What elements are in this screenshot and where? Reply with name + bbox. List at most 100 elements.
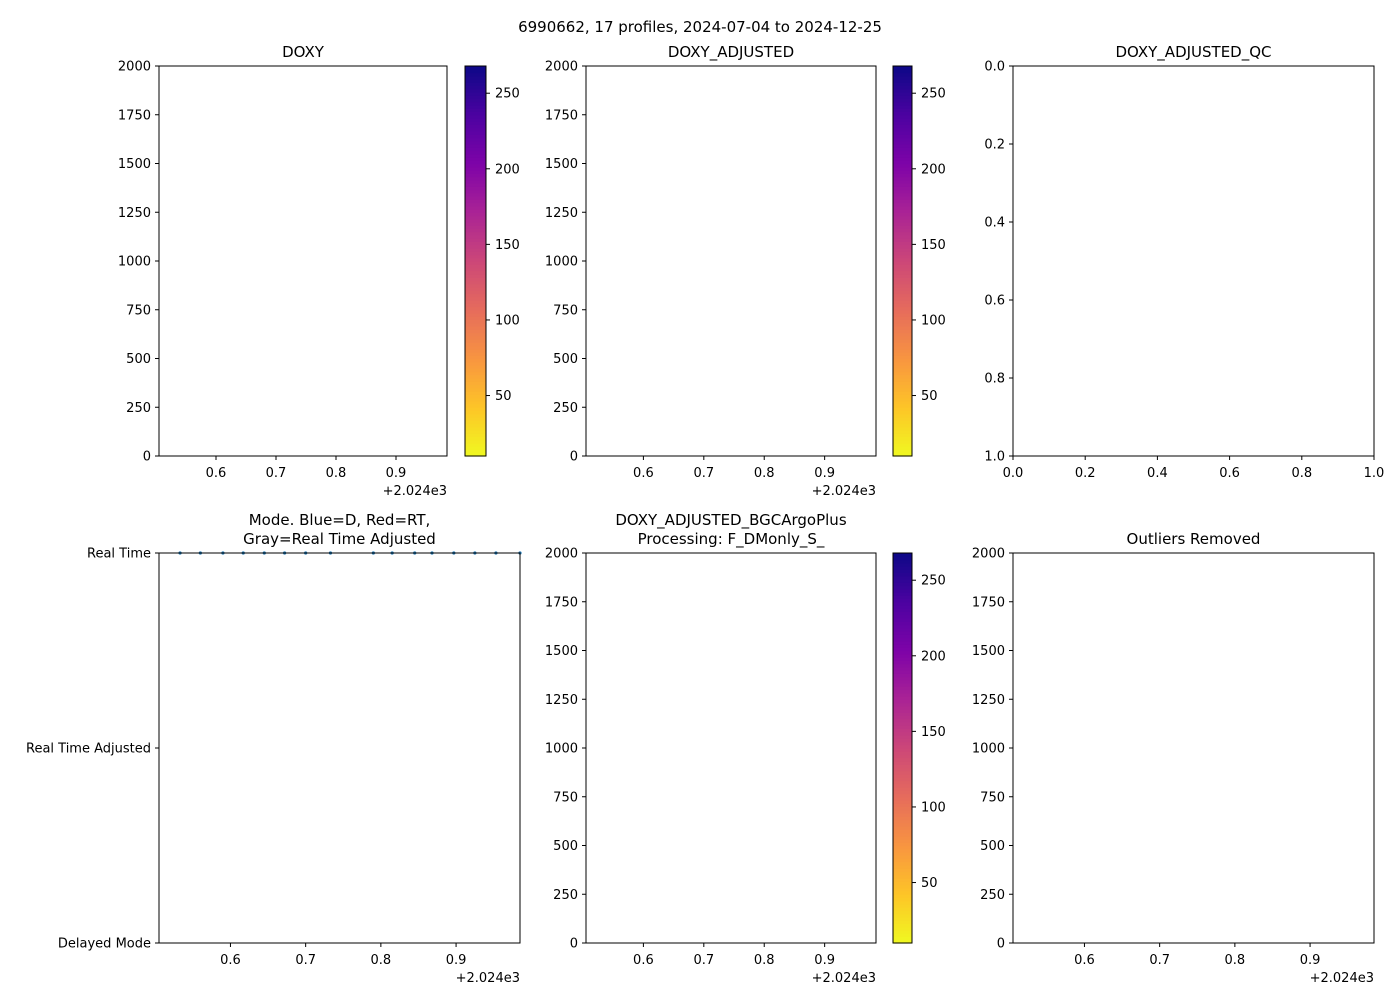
colorbar-tick-label: 250 <box>921 574 946 589</box>
x-tick-label: 0.7 <box>266 466 287 481</box>
colorbar-segment <box>893 287 912 291</box>
colorbar-segment <box>893 822 912 827</box>
y-tick-label: 1750 <box>545 108 578 123</box>
y-tick-label: 250 <box>553 888 578 903</box>
colorbar-segment <box>465 183 486 187</box>
colorbar-segment <box>893 348 912 353</box>
colorbar-segment <box>893 803 912 808</box>
colorbar-segment <box>465 241 486 246</box>
colorbar-segment <box>893 157 912 161</box>
colorbar-segment <box>893 101 912 106</box>
colorbar-segment <box>893 829 912 834</box>
colorbar-segment <box>465 192 486 197</box>
colorbar-segment <box>465 92 486 96</box>
colorbar-segment <box>893 368 912 373</box>
colorbar-segment <box>893 192 912 197</box>
colorbar-segment <box>465 404 486 408</box>
colorbar-segment <box>465 108 486 113</box>
colorbar-segment <box>893 290 912 295</box>
x-tick-label: 0.7 <box>295 953 316 968</box>
y-tick-label: 1000 <box>545 742 578 757</box>
colorbar-segment <box>893 374 912 379</box>
colorbar-segment <box>893 358 912 363</box>
colorbar-segment <box>893 105 912 109</box>
colorbar-segment <box>893 339 912 343</box>
colorbar: 50 100 150 200 250 <box>464 65 520 457</box>
colorbar-segment <box>893 579 912 583</box>
colorbar-segment <box>893 705 912 710</box>
colorbar-segment <box>893 225 912 230</box>
y-tick-label: Real Time Adjusted <box>26 742 151 757</box>
y-tick-label: 1.0 <box>984 450 1005 465</box>
colorbar-segment <box>893 345 912 350</box>
colorbar-segment <box>893 663 912 668</box>
colorbar-segment <box>465 300 486 304</box>
colorbar-segment <box>893 861 912 866</box>
colorbar-segment <box>893 82 912 87</box>
colorbar-segment <box>893 631 912 635</box>
y-tick-label: 0.4 <box>984 216 1005 231</box>
colorbar-segment <box>465 238 486 243</box>
colorbar-segment <box>465 189 486 194</box>
colorbar-segment <box>893 124 912 129</box>
colorbar-segment <box>893 439 912 444</box>
panel-outliers: 0.6 0.7 0.8 0.9 +2.024e3 0 250 500 750 1000 1250 15… <box>972 530 1375 986</box>
y-tick-label: 0 <box>570 937 578 952</box>
colorbar-segment <box>465 326 486 330</box>
colorbar-segment <box>465 433 486 438</box>
colorbar-segment <box>893 767 912 772</box>
colorbar-segment <box>893 920 912 925</box>
colorbar-segment <box>893 218 912 223</box>
colorbar-segment <box>893 426 912 431</box>
colorbar-segment <box>893 575 912 580</box>
colorbar-segment <box>893 361 912 366</box>
colorbar-segment <box>465 293 486 298</box>
y-tick-label: 0.8 <box>984 372 1005 387</box>
colorbar-segment <box>465 423 486 428</box>
colorbar-segment <box>893 140 912 145</box>
panel-doxy_adjusted_qc: 0.0 0.2 0.4 0.6 0.8 1.00.00.20.40.60.81.0DOXY… <box>984 43 1384 481</box>
y-tick-label: 0.6 <box>984 294 1005 309</box>
y-tick-label: 1750 <box>545 595 578 610</box>
colorbar-segment <box>465 160 486 165</box>
colorbar-segment <box>465 365 486 369</box>
colorbar-segment <box>893 644 912 648</box>
y-tick-label: 1250 <box>545 693 578 708</box>
x-tick-label: 0.6 <box>633 466 654 481</box>
colorbar-segment <box>893 430 912 434</box>
x-tick-label: 0.8 <box>326 466 347 481</box>
colorbar-segment <box>465 296 486 301</box>
colorbar-segment <box>465 85 486 90</box>
colorbar-segment <box>893 316 912 321</box>
colorbar-segment <box>465 179 486 184</box>
x-offset-label: +2.024e3 <box>812 484 876 499</box>
colorbar-segment <box>465 342 486 347</box>
colorbar-segment <box>893 251 912 256</box>
y-tick-label: 500 <box>553 839 578 854</box>
y-tick-label: 250 <box>553 401 578 416</box>
y-tick-label: 2000 <box>545 60 578 75</box>
colorbar-segment <box>465 199 486 204</box>
colorbar-segment <box>465 79 486 83</box>
colorbar-segment <box>893 397 912 402</box>
colorbar-segment <box>893 650 912 655</box>
colorbar-segment <box>893 127 912 132</box>
colorbar-segment <box>893 179 912 184</box>
colorbar-segment <box>465 358 486 363</box>
colorbar-segment <box>893 634 912 639</box>
colorbar-segment <box>893 121 912 126</box>
colorbar-segment <box>893 917 912 921</box>
colorbar-segment <box>893 306 912 311</box>
colorbar-segment <box>893 212 912 217</box>
colorbar-segment <box>893 887 912 892</box>
colorbar-segment <box>465 176 486 181</box>
colorbar-segment <box>893 257 912 262</box>
colorbar-segment <box>893 303 912 308</box>
colorbar-segment <box>465 248 486 252</box>
x-tick-label: 1.0 <box>1364 466 1385 481</box>
colorbar-segment <box>465 280 486 285</box>
colorbar-segment <box>465 170 486 174</box>
x-offset-label: +2.024e3 <box>456 971 520 986</box>
colorbar-segment <box>893 647 912 652</box>
colorbar-segment <box>893 205 912 210</box>
